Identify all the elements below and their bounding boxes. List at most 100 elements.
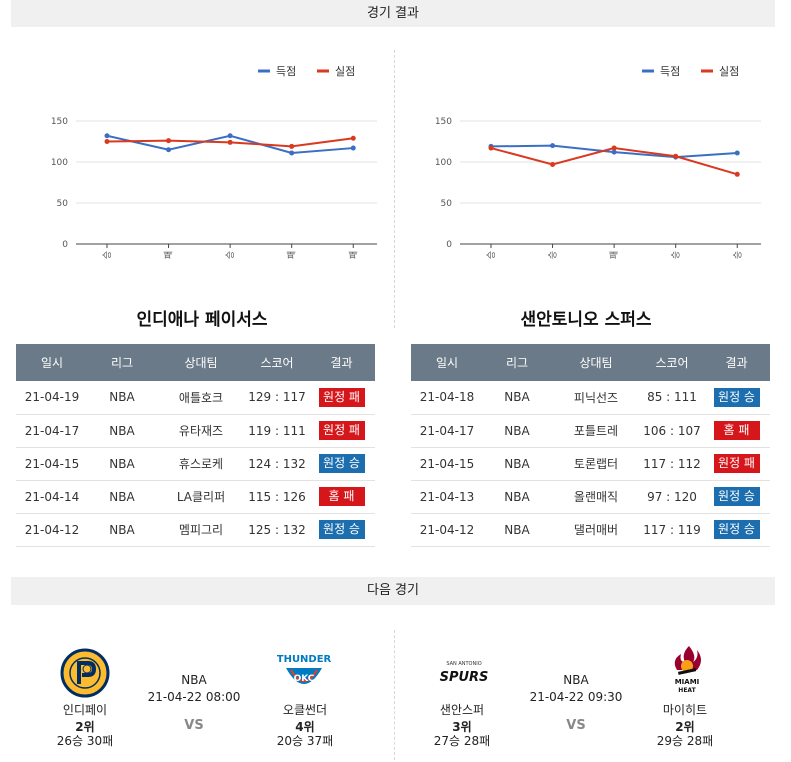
column-header: 리그 [88, 344, 156, 381]
data-point [289, 143, 295, 149]
result-badge: 홈 패 [713, 421, 760, 440]
cell-score: 115 : 126 [246, 480, 308, 514]
cell-result: 원정 패 [308, 414, 375, 448]
column-header: 스코어 [641, 344, 703, 381]
cell-opponent: 올랜매직 [551, 480, 641, 514]
game-league: NBA [181, 673, 207, 687]
next-game-2[interactable]: SAN ANTONIO SPURS 샌안스퍼 3위 27승 28패 NBA 21… [420, 640, 760, 755]
data-point [227, 133, 233, 139]
team-rank: 3위 [452, 720, 472, 734]
column-header: 결과 [703, 344, 770, 381]
cell-league: NBA [88, 480, 156, 514]
cell-opponent: 토론랩터 [551, 447, 641, 481]
column-header: 스코어 [246, 344, 308, 381]
cell-league: NBA [88, 447, 156, 481]
next-game-1-away: 오클썬더 4위 20승 37패 [260, 703, 350, 748]
table-row: 21-04-18 NBA 피닉선즈 85 : 111 원정 승 [411, 381, 770, 415]
legend-label: 득점 [660, 65, 680, 78]
result-badge: 원정 승 [713, 520, 760, 539]
cell-date: 21-04-14 [16, 480, 88, 514]
cell-score: 97 : 120 [641, 480, 703, 514]
table-row: 21-04-14 NBA LA클리퍼 115 : 126 홈 패 [16, 480, 375, 514]
table-row: 21-04-15 NBA 토론랩터 117 : 112 원정 패 [411, 447, 770, 481]
spurs-logo-icon: SAN ANTONIO SPURS [434, 645, 494, 701]
table-row: 21-04-17 NBA 포틀트레 106 : 107 홈 패 [411, 414, 770, 448]
column-header: 상대팀 [551, 344, 641, 381]
data-point [166, 138, 172, 144]
vs-label: VS [566, 718, 586, 733]
cell-score: 117 : 119 [641, 513, 703, 547]
next-game-1[interactable]: 인디페이 2위 26승 30패 NBA 21-04-22 08:00 VS TH… [38, 640, 378, 755]
cell-league: NBA [88, 381, 156, 415]
left-team-chart: 득점 실점 0 50 100 150 승 패 승 패 패 [20, 50, 400, 290]
cell-opponent: 피닉선즈 [551, 381, 641, 415]
team-name: 인디페이 [62, 703, 108, 717]
result-badge: 원정 승 [713, 487, 760, 506]
column-header: 상대팀 [156, 344, 246, 381]
next-game-2-away: 마이히트 2위 29승 28패 [640, 703, 730, 748]
cell-result: 원정 승 [703, 480, 770, 514]
data-point [673, 153, 679, 159]
next-section-title: 다음 경기 [367, 583, 419, 598]
cell-result: 원정 승 [703, 381, 770, 415]
y-tick-label: 100 [51, 158, 68, 168]
cell-opponent: 애틀호크 [156, 381, 246, 415]
team-rank: 2위 [75, 720, 95, 734]
y-tick-label: 150 [51, 117, 68, 127]
team-record: 26승 30패 [56, 734, 114, 748]
next-game-2-home: 샌안스퍼 3위 27승 28패 [417, 703, 507, 748]
x-tick-label: 승 [548, 251, 559, 259]
svg-text:SPURS: SPURS [440, 670, 489, 685]
cell-result: 원정 패 [703, 447, 770, 481]
next-game-2-info: NBA 21-04-22 09:30 [516, 672, 636, 706]
data-point [488, 145, 494, 151]
cell-result: 원정 승 [308, 513, 375, 547]
next-game-1-home: 인디페이 2위 26승 30패 [40, 703, 130, 748]
cell-date: 21-04-18 [411, 381, 483, 415]
team-record: 20승 37패 [276, 734, 334, 748]
cell-league: NBA [88, 414, 156, 448]
cell-date: 21-04-12 [16, 513, 88, 547]
team-record: 29승 28패 [656, 734, 714, 748]
team-record: 27승 28패 [433, 734, 491, 748]
x-tick-label: 승 [102, 251, 113, 259]
table-row: 21-04-12 NBA 댈러매버 117 : 119 원정 승 [411, 513, 770, 547]
result-badge: 원정 패 [713, 454, 760, 473]
y-tick-label: 0 [446, 240, 452, 250]
y-tick-label: 0 [62, 240, 68, 250]
right-team-chart: 득점 실점 0 50 100 150 승 승 패 승 승 [404, 50, 784, 290]
result-badge: 원정 패 [318, 421, 365, 440]
heat-logo-icon: MIAMI HEAT [657, 643, 717, 699]
legend-label: 득점 [276, 65, 296, 78]
game-datetime: 21-04-22 08:00 [147, 690, 241, 704]
right-team-title: 샌안토니오 스퍼스 [520, 310, 652, 330]
x-tick-label: 승 [486, 251, 497, 259]
column-header: 리그 [483, 344, 551, 381]
thunder-logo-icon: THUNDER OKC [274, 645, 334, 701]
legend-label: 실점 [719, 65, 739, 78]
cell-score: 129 : 117 [246, 381, 308, 415]
svg-text:HEAT: HEAT [678, 687, 696, 694]
cell-score: 119 : 111 [246, 414, 308, 448]
cell-opponent: 유타재즈 [156, 414, 246, 448]
team-name: 마이히트 [662, 703, 708, 717]
data-point [166, 147, 172, 153]
data-point [104, 139, 110, 144]
cell-result: 홈 패 [703, 414, 770, 448]
column-header: 일시 [16, 344, 88, 381]
x-tick-label: 패 [609, 251, 620, 259]
legend-label: 실점 [335, 65, 355, 78]
right-results-table: 일시 리그 상대팀 스코어 결과 21-04-18 NBA 피닉선즈 85 : 111 원정 승… [411, 344, 770, 547]
cell-date: 21-04-15 [16, 447, 88, 481]
team-name: 샌안스퍼 [439, 703, 485, 717]
data-point [350, 135, 356, 141]
x-tick-label: 승 [732, 251, 743, 259]
cell-league: NBA [483, 447, 551, 481]
table-header-row: 일시 리그 상대팀 스코어 결과 [16, 344, 375, 381]
data-point [550, 143, 556, 149]
cell-opponent: 포틀트레 [551, 414, 641, 448]
cell-date: 21-04-12 [411, 513, 483, 547]
results-section-header: 경기 결과 [11, 0, 775, 27]
cell-date: 21-04-19 [16, 381, 88, 415]
table-row: 21-04-17 NBA 유타재즈 119 : 111 원정 패 [16, 414, 375, 448]
